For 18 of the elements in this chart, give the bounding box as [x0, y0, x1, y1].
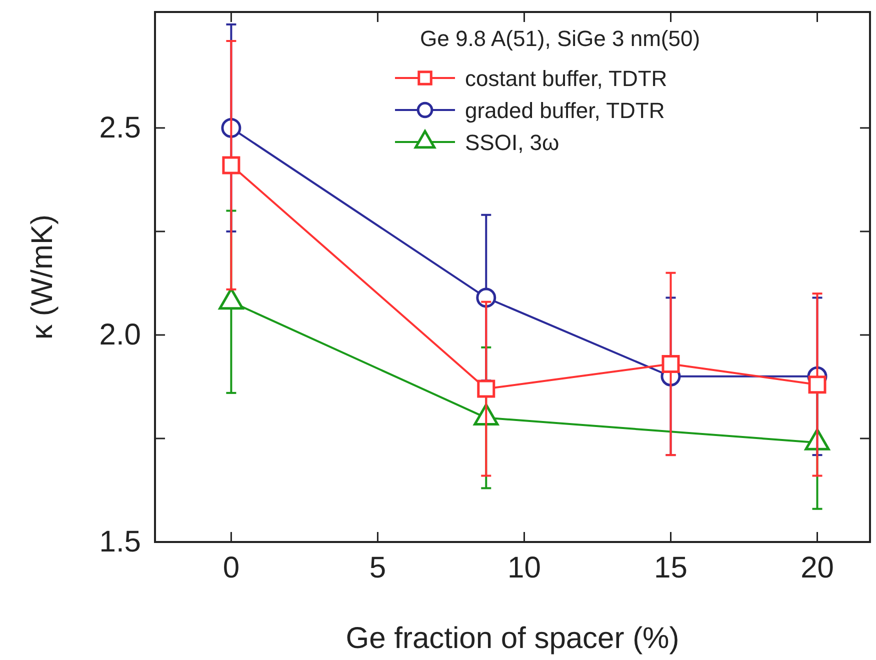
- x-tick-label: 20: [800, 551, 834, 584]
- x-tick-label: 10: [508, 551, 541, 584]
- x-tick-label: 15: [654, 551, 688, 584]
- point: [477, 380, 496, 398]
- point: [808, 376, 826, 394]
- y-tick-label: 2.0: [99, 318, 141, 352]
- point: [222, 156, 240, 174]
- y-tick-label: 1.5: [99, 526, 141, 559]
- y-axis-title: κ (W/mK): [26, 214, 59, 340]
- x-axis-title: Ge fraction of spacer (%): [346, 622, 680, 655]
- legend-title: Ge 9.8 A(51), SiGe 3 nm(50): [420, 26, 700, 51]
- legend-label: graded buffer, TDTR: [465, 98, 665, 123]
- x-tick-label: 5: [369, 551, 386, 584]
- legend-label: SSOI, 3ω: [465, 130, 560, 155]
- legend-label: costant buffer, TDTR: [465, 66, 668, 91]
- x-tick-label: 0: [222, 551, 240, 584]
- y-tick-label: 2.5: [99, 112, 141, 145]
- point: [662, 354, 680, 373]
